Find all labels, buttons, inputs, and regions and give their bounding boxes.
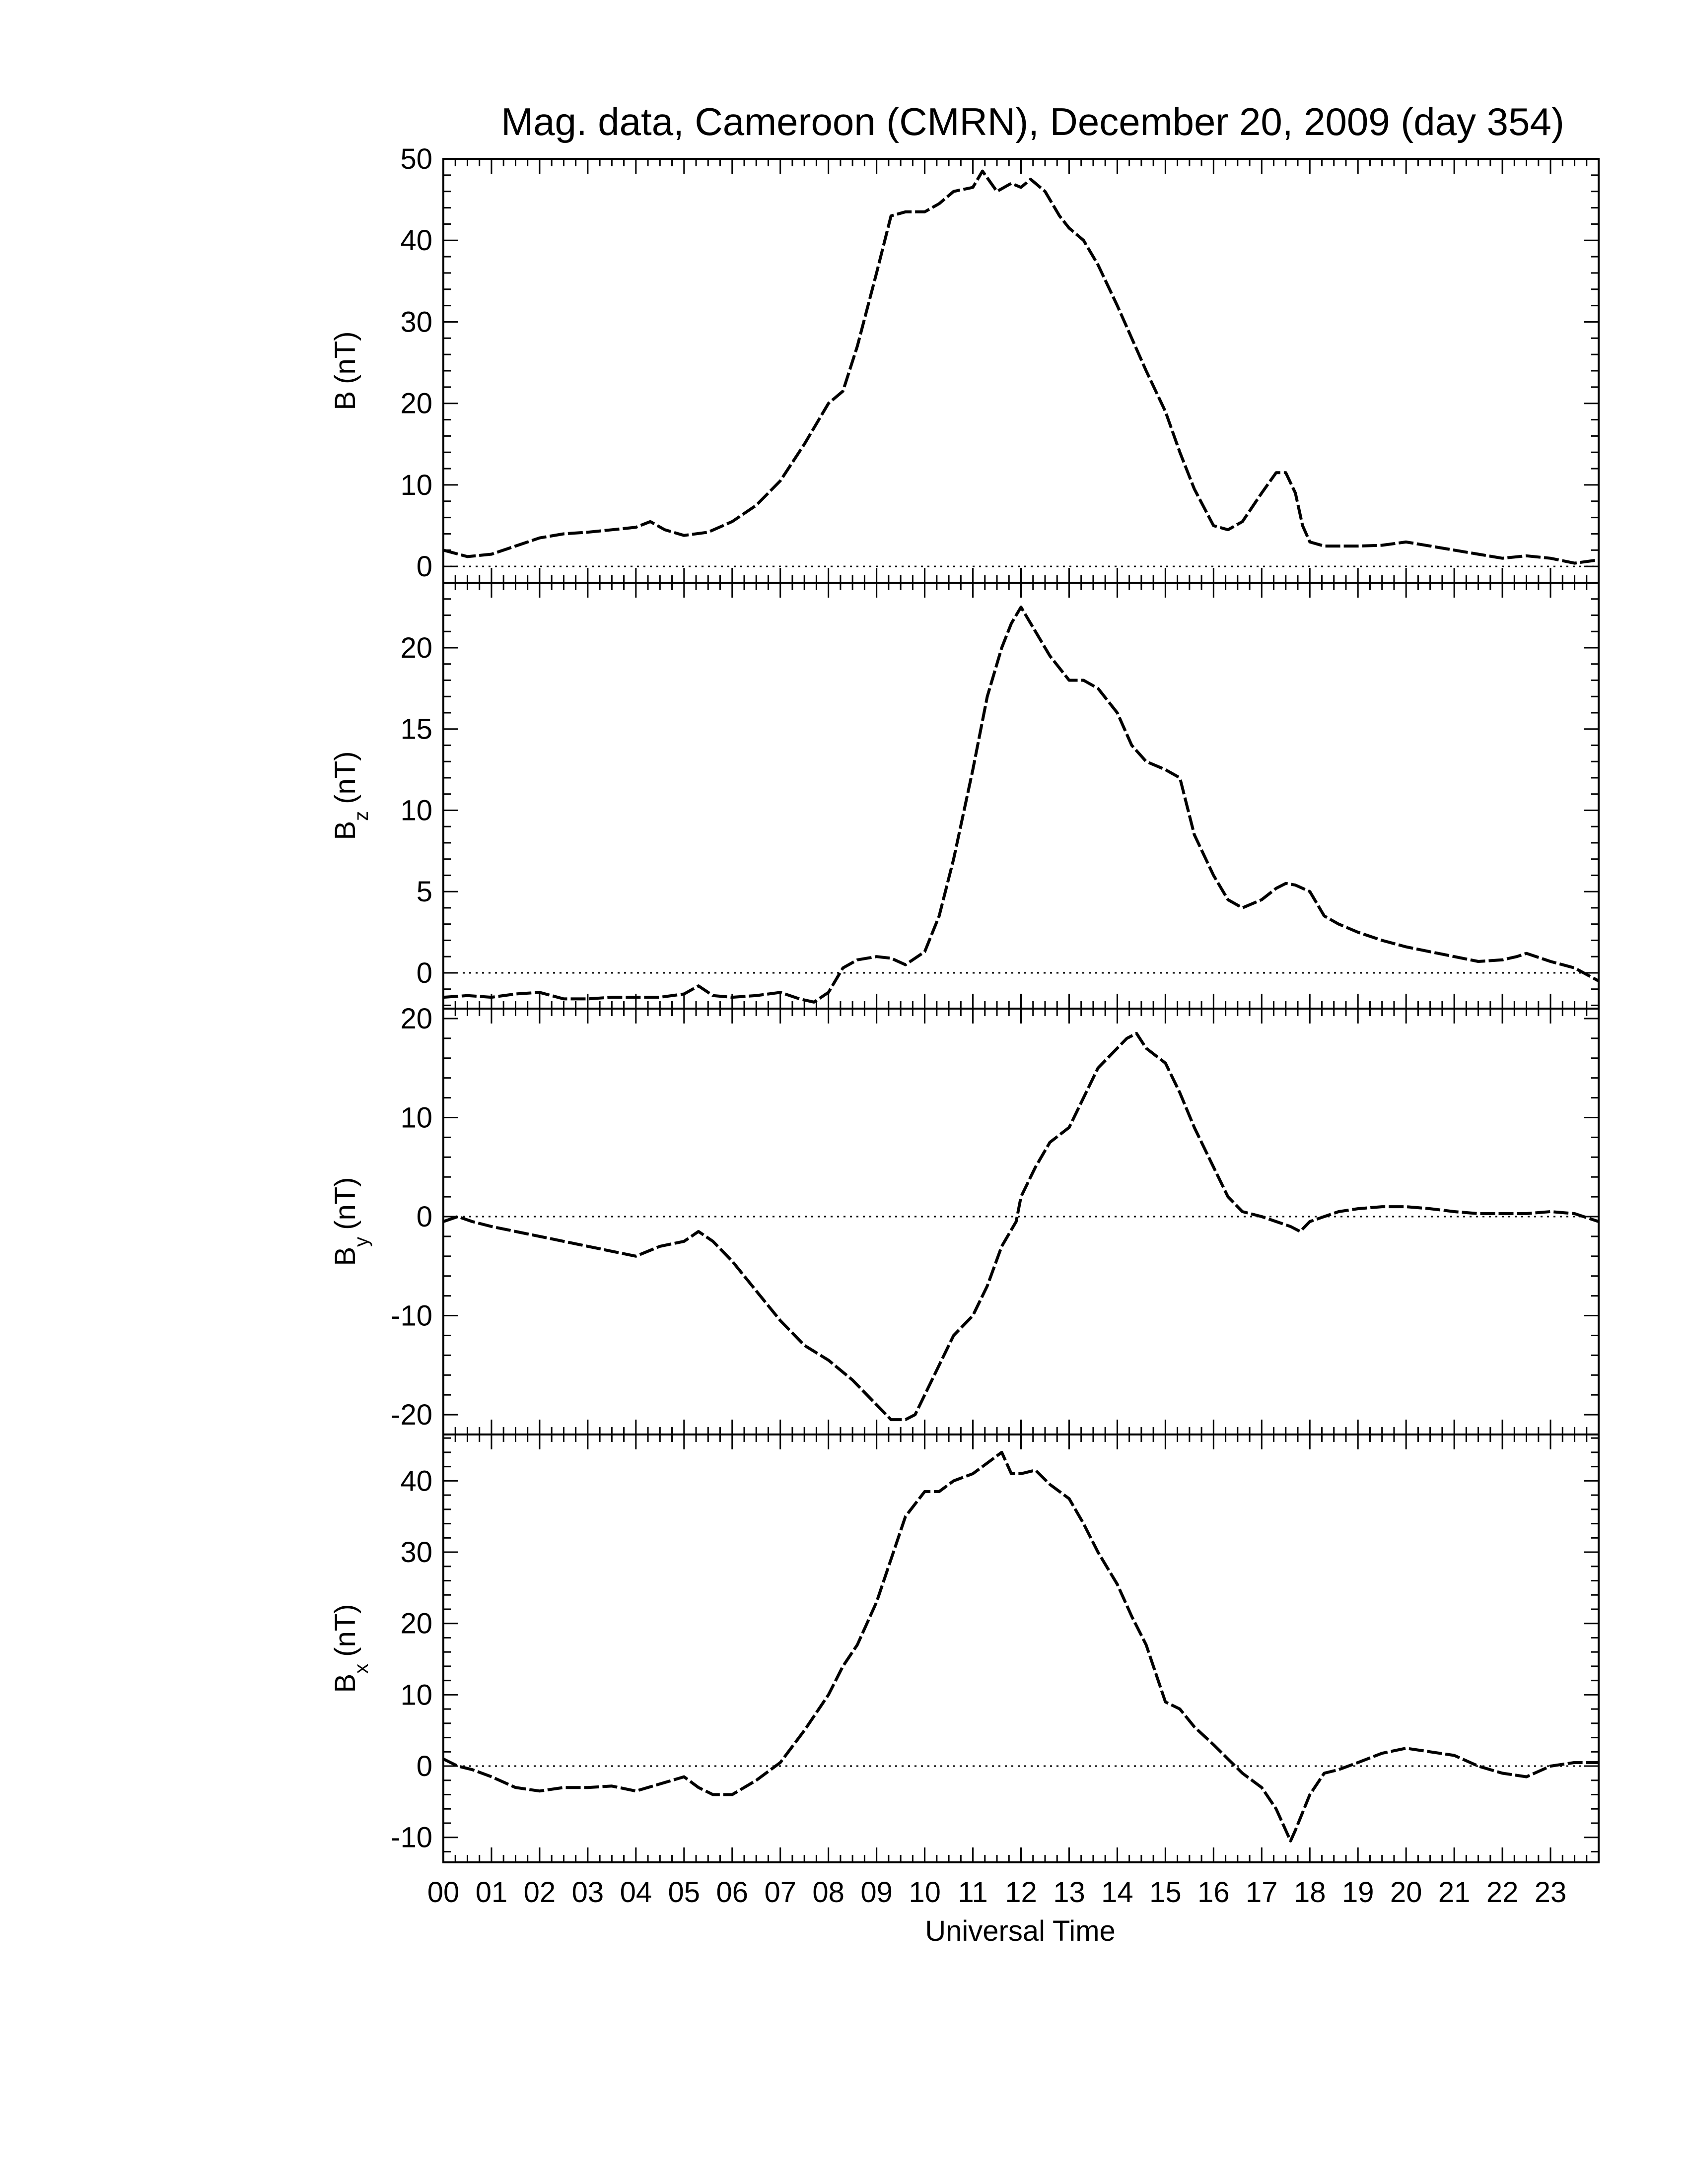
panel-3: -20 -10 0 10 20 By (nT)	[329, 1003, 1600, 1435]
y-tick-label: -10	[391, 1822, 432, 1854]
panels-group: 0 10 20 30 40 50 B (nT) 0 5 10 15 20 Bz (nT) -20 -10 0 10 2…	[329, 143, 1600, 1863]
y-tick-label: 30	[400, 1536, 432, 1569]
x-tick-label: 10	[909, 1876, 941, 1909]
x-tick-label: 03	[572, 1876, 604, 1909]
x-tick-label: 20	[1390, 1876, 1422, 1909]
panel-frame	[442, 1008, 1600, 1435]
y-axis-label-main: B	[329, 821, 361, 840]
y-tick-label: 20	[400, 1003, 432, 1035]
panel-2: 0 5 10 15 20 Bz (nT)	[329, 582, 1600, 1010]
x-axis-label: Universal Time	[925, 1915, 1116, 1947]
x-tick-label: 22	[1486, 1876, 1519, 1909]
x-tick-label: 15	[1149, 1876, 1182, 1909]
x-tick-label: 08	[812, 1876, 844, 1909]
y-tick-label: 5	[417, 876, 432, 908]
y-tick-label: 0	[417, 1201, 432, 1233]
y-axis-label: Bx (nT)	[329, 1604, 372, 1693]
y-tick-label: 10	[400, 469, 432, 501]
x-tick-label: 14	[1101, 1876, 1133, 1909]
y-tick-label: 15	[400, 713, 432, 746]
y-tick-label: 20	[400, 1608, 432, 1640]
y-tick-label: -20	[391, 1399, 432, 1431]
x-tick-label: 02	[524, 1876, 556, 1909]
y-axis-label-unit: (nT)	[329, 1604, 361, 1656]
x-tick-label: 07	[764, 1876, 796, 1909]
x-tick-label: 18	[1294, 1876, 1326, 1909]
x-tick-label: 05	[668, 1876, 701, 1909]
x-tick-label: 01	[476, 1876, 508, 1909]
y-axis-label-unit: (nT)	[329, 1177, 361, 1229]
y-axis-label-unit: (nT)	[329, 331, 361, 384]
y-axis-label-main: B	[329, 1247, 361, 1266]
y-axis-label: B (nT)	[329, 331, 361, 410]
chart-title: Mag. data, Cameroon (CMRN), December 20,…	[501, 100, 1564, 143]
y-tick-label: 20	[400, 632, 432, 664]
y-tick-label: 20	[400, 388, 432, 420]
y-tick-label: 30	[400, 306, 432, 338]
panel-frame	[442, 158, 1600, 584]
y-axis-label: By (nT)	[329, 1177, 372, 1266]
y-tick-label: 10	[400, 1101, 432, 1134]
y-axis-label-subscript: x	[351, 1664, 372, 1674]
y-tick-label: 0	[417, 957, 432, 989]
panel-frame	[442, 1433, 1600, 1863]
x-tick-label: 17	[1246, 1876, 1278, 1909]
y-tick-label: -10	[391, 1300, 432, 1332]
x-tick-label: 19	[1342, 1876, 1374, 1909]
x-tick-label: 12	[1005, 1876, 1037, 1909]
y-axis-label-subscript: y	[351, 1237, 372, 1247]
series-line-panel-3	[443, 1031, 1599, 1422]
y-tick-label: 0	[417, 1750, 432, 1782]
series-line-panel-1	[443, 169, 1599, 565]
y-axis-label-unit: (nT)	[329, 751, 361, 804]
y-tick-label: 50	[400, 143, 432, 175]
series-line-panel-2	[443, 606, 1600, 1004]
x-tick-label: 00	[427, 1876, 460, 1909]
x-tick-labels-group: 00 01 02 03 04 05 06 07 08 09 10 11 12 13 14 15 16 17 18 19…	[427, 1876, 1567, 1909]
series-line-panel-4	[442, 1450, 1599, 1843]
y-axis-label: Bz (nT)	[329, 751, 372, 840]
y-tick-label: 10	[400, 1679, 432, 1711]
panel-frame	[442, 582, 1600, 1010]
panel-1: 0 10 20 30 40 50 B (nT)	[329, 143, 1600, 584]
y-tick-label: 10	[400, 794, 432, 826]
x-tick-label: 13	[1053, 1876, 1085, 1909]
x-tick-label: 21	[1438, 1876, 1471, 1909]
y-tick-label: 40	[400, 224, 432, 257]
x-tick-label: 23	[1535, 1876, 1567, 1909]
x-tick-label: 11	[958, 1876, 987, 1909]
x-tick-label: 04	[620, 1876, 652, 1909]
x-tick-label: 16	[1197, 1876, 1230, 1909]
panel-4: -10 0 10 20 30 40 Bx (nT)	[329, 1433, 1600, 1863]
y-tick-label: 40	[400, 1465, 432, 1497]
y-tick-label: 0	[417, 550, 432, 583]
y-axis-label-main: B	[329, 1674, 361, 1693]
x-tick-label: 06	[716, 1876, 748, 1909]
x-tick-label: 09	[860, 1876, 893, 1909]
y-axis-label-subscript: z	[351, 811, 372, 821]
y-axis-label-main: B	[329, 391, 361, 410]
